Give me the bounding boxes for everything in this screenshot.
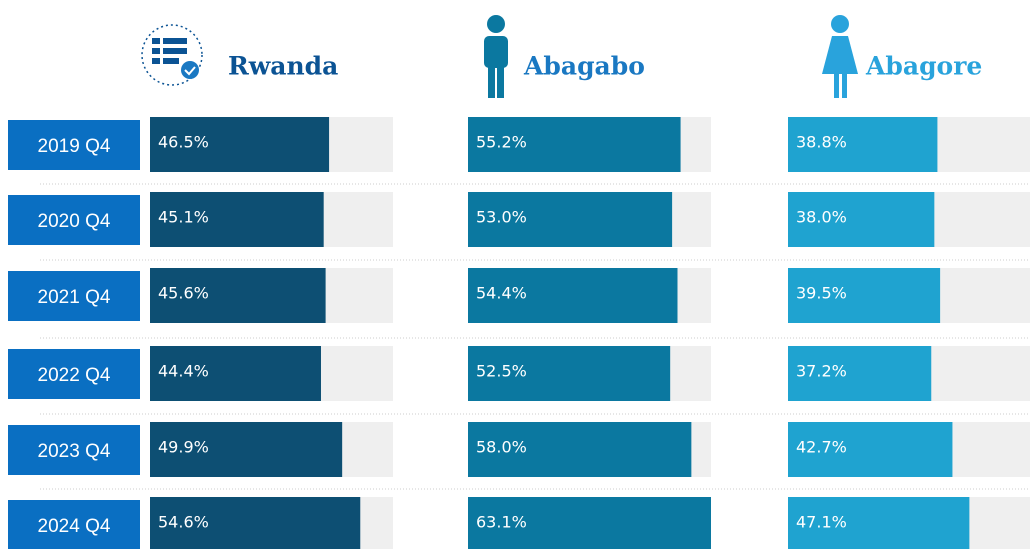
value-label: 54.6%	[158, 513, 209, 532]
series-name: Abagore	[865, 52, 982, 81]
value-label: 52.5%	[476, 362, 527, 381]
bar	[468, 346, 671, 401]
value-label: 38.0%	[796, 208, 847, 227]
bar	[468, 422, 692, 477]
icon-man	[484, 15, 508, 98]
value-label: 53.0%	[476, 208, 527, 227]
value-label: 39.5%	[796, 284, 847, 303]
category-label: 2023 Q4	[38, 441, 111, 462]
icon-list	[141, 24, 203, 86]
bar	[788, 268, 941, 323]
value-label: 49.9%	[158, 438, 209, 457]
bar	[468, 497, 711, 549]
value-label: 55.2%	[476, 133, 527, 152]
bar	[788, 346, 932, 401]
value-label: 44.4%	[158, 362, 209, 381]
category-box	[8, 349, 140, 399]
bar	[150, 192, 324, 247]
value-label: 45.6%	[158, 284, 209, 303]
series-name: Abagabo	[523, 52, 645, 81]
bar	[468, 117, 681, 172]
bar	[150, 268, 326, 323]
bar	[150, 422, 343, 477]
bar	[468, 192, 673, 247]
value-label: 47.1%	[796, 513, 847, 532]
category-label: 2020 Q4	[38, 211, 111, 232]
bar	[468, 268, 678, 323]
value-label: 58.0%	[476, 438, 527, 457]
category-label: 2024 Q4	[38, 516, 111, 537]
bar	[150, 497, 361, 549]
category-box	[8, 120, 140, 170]
icon-woman	[822, 15, 858, 98]
value-label: 37.2%	[796, 362, 847, 381]
series-name: Rwanda	[228, 52, 338, 81]
category-box	[8, 425, 140, 475]
value-label: 38.8%	[796, 133, 847, 152]
bar	[150, 117, 330, 172]
bar	[788, 422, 953, 477]
value-label: 42.7%	[796, 438, 847, 457]
value-label: 46.5%	[158, 133, 209, 152]
category-label: 2021 Q4	[38, 287, 111, 308]
value-label: 45.1%	[158, 208, 209, 227]
bar	[150, 346, 321, 401]
category-box	[8, 500, 140, 549]
value-label: 63.1%	[476, 513, 527, 532]
category-label: 2019 Q4	[38, 136, 111, 157]
category-box	[8, 195, 140, 245]
category-label: 2022 Q4	[38, 365, 111, 386]
bar	[788, 117, 938, 172]
category-box	[8, 271, 140, 321]
value-label: 54.4%	[476, 284, 527, 303]
bar	[788, 497, 970, 549]
bar	[788, 192, 935, 247]
